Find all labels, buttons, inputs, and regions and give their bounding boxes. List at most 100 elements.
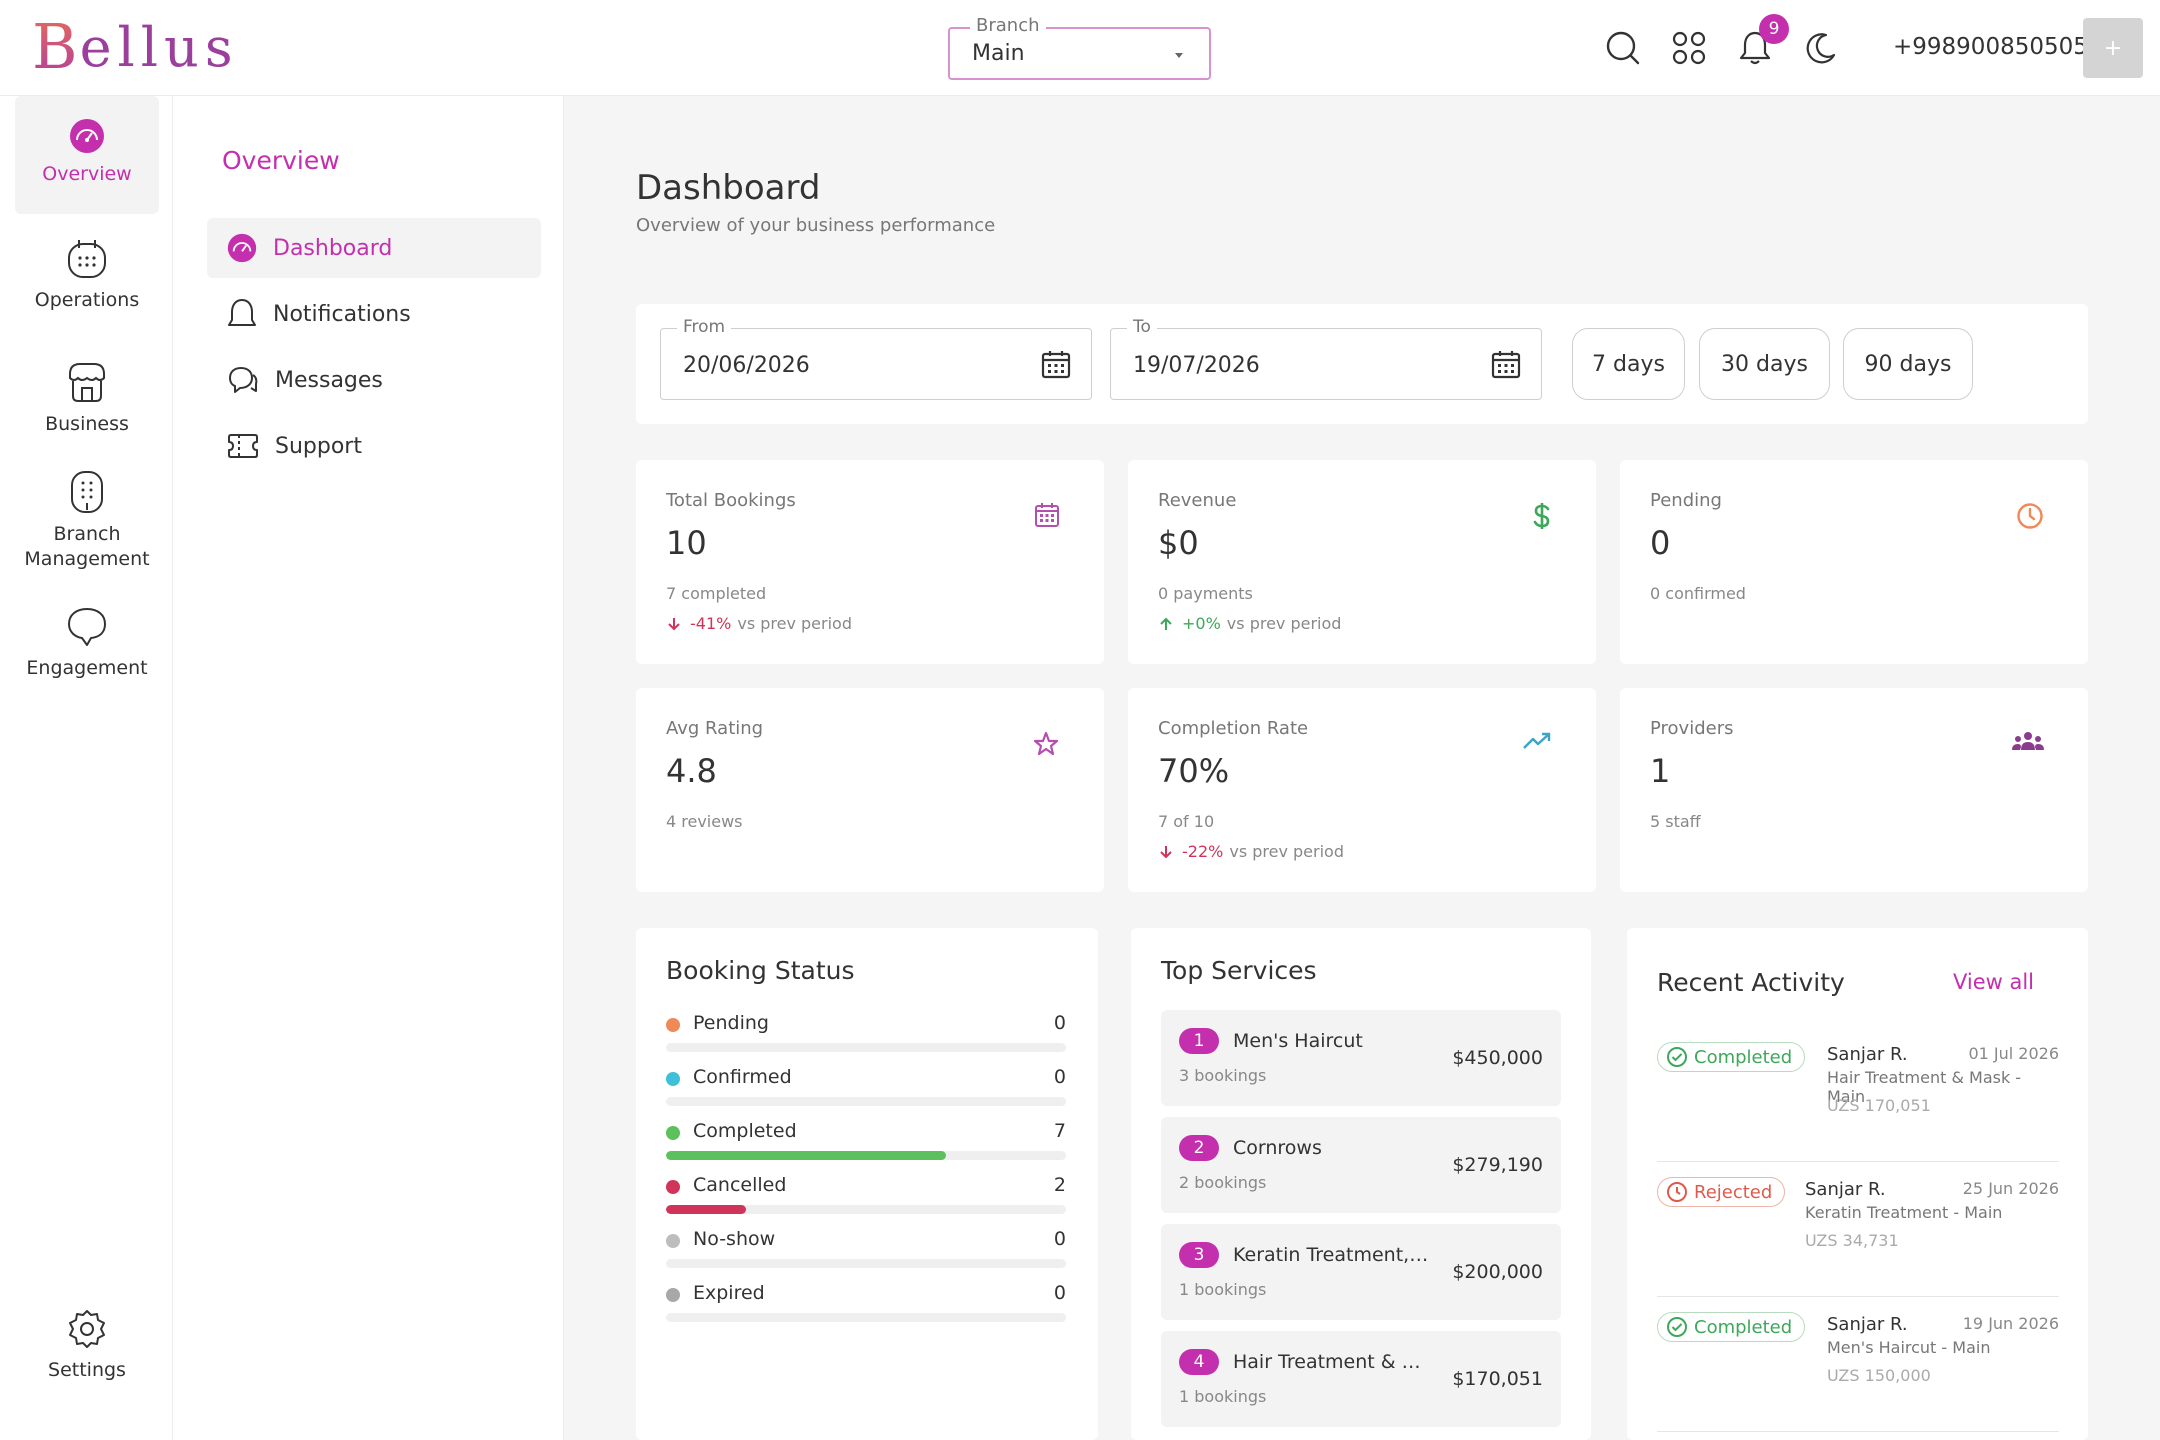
activity-date: 01 Jul 2026 bbox=[1968, 1044, 2059, 1063]
rail-item-overview[interactable]: Overview bbox=[15, 96, 159, 214]
bell-icon bbox=[228, 299, 256, 326]
activity-amount: UZS 34,731 bbox=[1805, 1231, 1899, 1250]
service-name: Cornrows bbox=[1233, 1137, 1322, 1159]
apps-grid-icon[interactable] bbox=[1669, 28, 1709, 68]
service-name: Keratin Treatment, M... bbox=[1233, 1244, 1433, 1266]
service-rank-badge: 1 bbox=[1179, 1028, 1219, 1054]
moon-icon[interactable] bbox=[1801, 28, 1841, 68]
stat-label: Revenue bbox=[1158, 490, 1237, 511]
building-icon bbox=[71, 471, 103, 513]
to-date-field[interactable]: To 19/07/2026 bbox=[1110, 317, 1542, 400]
status-count: 2 bbox=[1053, 1174, 1066, 1196]
status-name: Pending bbox=[693, 1012, 769, 1034]
stat-card-avg-rating: Avg Rating 4.8 4 reviews bbox=[636, 688, 1104, 892]
to-date-label: To bbox=[1127, 317, 1157, 337]
activity-service: Men's Haircut - Main bbox=[1827, 1338, 1991, 1357]
status-progress-track bbox=[666, 1259, 1066, 1268]
stat-card-pending: Pending 0 0 confirmed bbox=[1620, 460, 2088, 664]
stat-sub: 0 payments bbox=[1158, 584, 1253, 603]
service-rank-badge: 4 bbox=[1179, 1349, 1219, 1375]
stat-value: 70% bbox=[1158, 752, 1230, 790]
range-30-days-button[interactable]: 30 days bbox=[1699, 328, 1830, 400]
rail-item-settings[interactable]: Settings bbox=[15, 1308, 159, 1383]
subnav-item-dashboard[interactable]: Dashboard bbox=[207, 218, 541, 278]
branch-select[interactable]: Branch Main bbox=[948, 15, 1211, 80]
trend-percent: -41% bbox=[690, 614, 732, 633]
trend-note: vs prev period bbox=[737, 614, 852, 633]
activity-service: Hair Treatment & Mask - Main bbox=[1827, 1068, 2022, 1106]
service-item[interactable]: 2 Cornrows 2 bookings $279,190 bbox=[1161, 1117, 1561, 1213]
stat-card-total-bookings: Total Bookings 10 7 completed -41% vs pr… bbox=[636, 460, 1104, 664]
range-7-days-button[interactable]: 7 days bbox=[1572, 328, 1685, 400]
search-icon[interactable] bbox=[1603, 28, 1643, 68]
service-item[interactable]: 4 Hair Treatment & Mask 1 bookings $170,… bbox=[1161, 1331, 1561, 1427]
service-bookings: 3 bookings bbox=[1179, 1066, 1267, 1085]
stat-trend: +0% vs prev period bbox=[1158, 614, 1341, 633]
status-row-expired: Expired 0 bbox=[666, 1280, 1066, 1322]
service-item[interactable]: 1 Men's Haircut 3 bookings $450,000 bbox=[1161, 1010, 1561, 1106]
user-phone[interactable]: +998900850505 bbox=[1893, 34, 2088, 60]
status-name: Completed bbox=[693, 1120, 797, 1142]
view-all-link[interactable]: View all bbox=[1952, 970, 2034, 994]
top-services-title: Top Services bbox=[1161, 956, 1317, 985]
store-icon bbox=[69, 363, 105, 402]
calendar-icon[interactable] bbox=[1491, 349, 1521, 379]
messages-icon bbox=[229, 367, 258, 393]
rail-item-branch-management[interactable]: Branch Management bbox=[15, 470, 159, 572]
stat-value: 1 bbox=[1650, 752, 1671, 790]
rail-label-overview: Overview bbox=[42, 163, 132, 185]
stat-label: Completion Rate bbox=[1158, 718, 1309, 739]
rail-item-engagement[interactable]: Engagement bbox=[15, 606, 159, 681]
top-bar: B ellus Branch Main 9 +998900850505 + bbox=[0, 0, 2160, 96]
avatar[interactable]: + bbox=[2083, 18, 2143, 78]
notifications-bell-button[interactable]: 9 bbox=[1735, 14, 1789, 68]
from-date-label: From bbox=[677, 317, 732, 337]
range-90-days-button[interactable]: 90 days bbox=[1843, 328, 1973, 400]
rail-label-management: Management bbox=[24, 548, 150, 570]
calendar-icon bbox=[68, 240, 106, 278]
stat-card-revenue: Revenue $0 0 payments +0% vs prev period bbox=[1128, 460, 1596, 664]
service-item[interactable]: 3 Keratin Treatment, M... 1 bookings $20… bbox=[1161, 1224, 1561, 1320]
activity-amount: UZS 150,000 bbox=[1827, 1366, 1931, 1385]
stat-label: Pending bbox=[1650, 490, 1722, 511]
stat-value: 0 bbox=[1650, 524, 1671, 562]
activity-item[interactable]: Rejected Sanjar R. 25 Jun 2026 Keratin T… bbox=[1657, 1163, 2059, 1297]
trend-note: vs prev period bbox=[1229, 842, 1344, 861]
from-date-field[interactable]: From 20/06/2026 bbox=[660, 317, 1092, 400]
calendar-icon[interactable] bbox=[1041, 349, 1071, 379]
stat-card-providers: Providers 1 5 staff bbox=[1620, 688, 2088, 892]
speedometer-icon bbox=[227, 233, 257, 263]
recent-activity-title: Recent Activity bbox=[1657, 968, 1845, 997]
activity-customer: Sanjar R. bbox=[1827, 1314, 1908, 1335]
status-count: 0 bbox=[1053, 1012, 1066, 1034]
gear-icon bbox=[69, 1310, 105, 1348]
status-badge: Rejected bbox=[1657, 1177, 1786, 1207]
activity-item[interactable]: Completed Sanjar R. 19 Jun 2026 Men's Ha… bbox=[1657, 1298, 2059, 1432]
stat-value: 4.8 bbox=[666, 752, 717, 790]
stat-sub: 7 of 10 bbox=[1158, 812, 1215, 831]
status-badge-label: Rejected bbox=[1694, 1181, 1773, 1203]
stat-value: 10 bbox=[666, 524, 707, 562]
activity-item[interactable]: Completed Sanjar R. 01 Jul 2026 Hair Tre… bbox=[1657, 1028, 2059, 1162]
chat-bubble-icon bbox=[68, 608, 106, 646]
ticket-icon bbox=[228, 434, 258, 458]
subnav-item-messages[interactable]: Messages bbox=[207, 350, 541, 410]
clock-icon bbox=[2017, 503, 2043, 529]
notification-count-badge: 9 bbox=[1759, 14, 1789, 44]
status-badge-label: Completed bbox=[1694, 1316, 1793, 1338]
stat-sub: 7 completed bbox=[666, 584, 767, 603]
trending-up-icon bbox=[1523, 732, 1551, 749]
subnav-item-notifications[interactable]: Notifications bbox=[207, 284, 541, 344]
arrow-down-icon bbox=[668, 617, 680, 630]
status-progress-track bbox=[666, 1205, 1066, 1214]
bellus-logo[interactable]: B ellus bbox=[32, 12, 239, 82]
rail-item-business[interactable]: Business bbox=[15, 360, 159, 437]
stat-label: Total Bookings bbox=[666, 490, 796, 511]
status-row-confirmed: Confirmed 0 bbox=[666, 1064, 1066, 1106]
rail-item-operations[interactable]: Operations bbox=[15, 238, 159, 313]
logo-letter: B bbox=[32, 10, 78, 83]
subnav-item-support[interactable]: Support bbox=[207, 416, 541, 476]
left-rail: Overview Operations Business Branch Mana… bbox=[0, 96, 173, 1440]
service-amount: $200,000 bbox=[1452, 1261, 1543, 1283]
service-bookings: 1 bookings bbox=[1179, 1280, 1267, 1299]
